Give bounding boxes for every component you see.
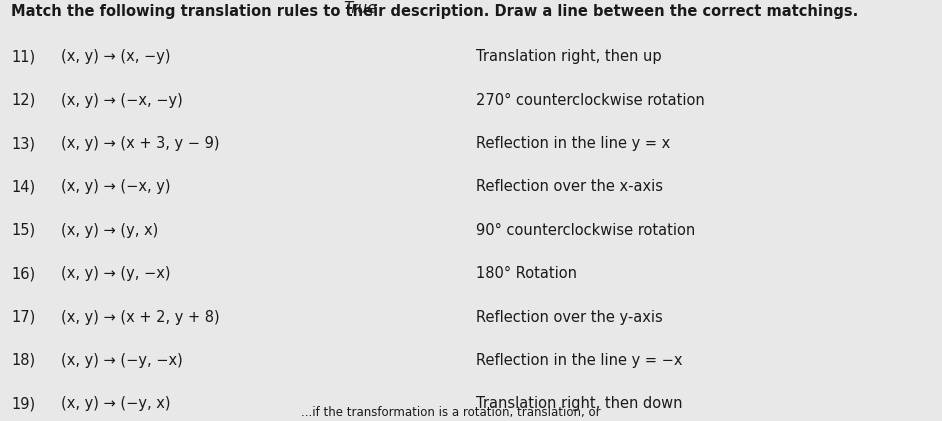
Text: 16): 16) bbox=[11, 266, 36, 281]
Text: (x, y) → (−y, −x): (x, y) → (−y, −x) bbox=[61, 353, 183, 368]
Text: (x, y) → (x, −y): (x, y) → (x, −y) bbox=[61, 49, 171, 64]
Text: (x, y) → (y, x): (x, y) → (y, x) bbox=[61, 223, 158, 238]
Text: Reflection over the y-axis: Reflection over the y-axis bbox=[476, 309, 662, 325]
Text: (x, y) → (x + 3, y − 9): (x, y) → (x + 3, y − 9) bbox=[61, 136, 219, 151]
Text: 13): 13) bbox=[11, 136, 35, 151]
Text: Match the following translation rules to their description. Draw a line between : Match the following translation rules to… bbox=[11, 4, 858, 19]
Text: Reflection in the line y = x: Reflection in the line y = x bbox=[476, 136, 670, 151]
Text: (x, y) → (−y, x): (x, y) → (−y, x) bbox=[61, 396, 171, 411]
Text: 15): 15) bbox=[11, 223, 36, 238]
Text: 18): 18) bbox=[11, 353, 36, 368]
Text: 270° counterclockwise rotation: 270° counterclockwise rotation bbox=[476, 93, 705, 108]
Text: 180° Rotation: 180° Rotation bbox=[476, 266, 577, 281]
Text: 12): 12) bbox=[11, 93, 36, 108]
Text: Reflection in the line y = −x: Reflection in the line y = −x bbox=[476, 353, 682, 368]
Text: Translation right, then up: Translation right, then up bbox=[476, 49, 661, 64]
Text: Reflection over the x-axis: Reflection over the x-axis bbox=[476, 179, 663, 195]
Text: (x, y) → (x + 2, y + 8): (x, y) → (x + 2, y + 8) bbox=[61, 309, 219, 325]
Text: 14): 14) bbox=[11, 179, 36, 195]
Text: (x, y) → (y, −x): (x, y) → (y, −x) bbox=[61, 266, 171, 281]
Text: 19): 19) bbox=[11, 396, 36, 411]
Text: (x, y) → (−x, y): (x, y) → (−x, y) bbox=[61, 179, 171, 195]
Text: (x, y) → (−x, −y): (x, y) → (−x, −y) bbox=[61, 93, 183, 108]
Text: 11): 11) bbox=[11, 49, 36, 64]
Text: 90° counterclockwise rotation: 90° counterclockwise rotation bbox=[476, 223, 695, 238]
Text: ...if the transformation is a rotation, translation, or: ...if the transformation is a rotation, … bbox=[301, 406, 601, 419]
Text: Translation right, then down: Translation right, then down bbox=[476, 396, 682, 411]
Text: True: True bbox=[344, 0, 378, 16]
Text: 17): 17) bbox=[11, 309, 36, 325]
